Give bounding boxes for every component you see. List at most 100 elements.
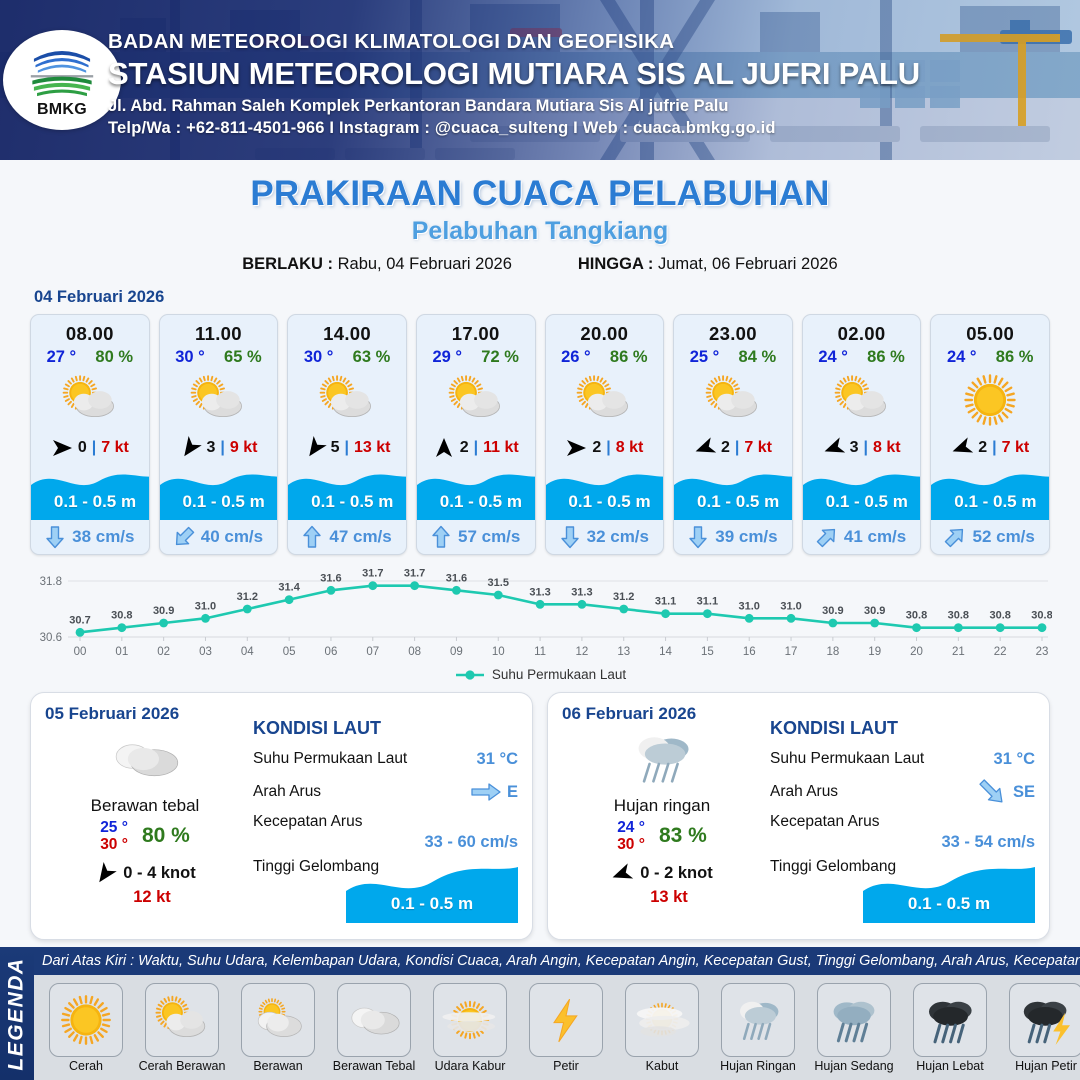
card-weather-icon xyxy=(288,369,406,431)
svg-text:31.2: 31.2 xyxy=(237,591,258,603)
station-address: Jl. Abd. Rahman Saleh Komplek Perkantora… xyxy=(108,97,729,115)
card-weather-icon xyxy=(674,369,792,431)
valid-from-value: Rabu, 04 Februari 2026 xyxy=(337,255,512,273)
svg-text:31.3: 31.3 xyxy=(571,586,592,598)
wind-direction-arrow-icon xyxy=(435,438,452,457)
legend-items-row: Cerah Cerah Berawan Berawan Berawan Teba… xyxy=(34,975,1080,1080)
legend-section: LEGENDA Dari Atas Kiri : Waktu, Suhu Uda… xyxy=(0,947,1080,1080)
card-wave-height: 0.1 - 0.5 m xyxy=(53,492,137,511)
card-wave-area: 0.1 - 0.5 m xyxy=(931,465,1050,520)
card-temp-hum-row: 30 ° 65 % xyxy=(160,345,278,367)
valid-from: BERLAKU : Rabu, 04 Februari 2026 xyxy=(242,255,512,274)
wave-graphic xyxy=(802,474,921,520)
thunderstorm-icon xyxy=(1023,1001,1070,1046)
current-direction-arrow-icon xyxy=(432,525,450,548)
current-direction-label: Arah Arus xyxy=(770,783,839,800)
svg-text:05: 05 xyxy=(283,646,296,658)
legend-item-label: Cerah Berawan xyxy=(138,1059,226,1074)
panel-temp-max: 30 ° xyxy=(100,836,128,854)
card-divider: | xyxy=(863,439,868,456)
card-current-speed: 38 cm/s xyxy=(72,527,135,546)
card-weather-icon xyxy=(546,369,664,431)
current-direction-arrow-icon xyxy=(689,526,707,549)
card-gust-speed: 8 kt xyxy=(872,439,901,456)
legend-item: Petir xyxy=(522,983,610,1074)
wind-direction-arrow-icon xyxy=(99,861,117,882)
card-wave-area: 0.1 - 0.5 m xyxy=(802,465,921,520)
svg-text:09: 09 xyxy=(450,646,463,658)
panel-weather-icon xyxy=(45,728,245,790)
light-rain-icon xyxy=(740,1001,779,1041)
panel-date: 06 Februari 2026 xyxy=(562,704,697,723)
card-humidity: 84 % xyxy=(738,348,777,366)
svg-text:31.1: 31.1 xyxy=(697,596,718,608)
sst-label: Suhu Permukaan Laut xyxy=(253,750,408,767)
panel-gust: 12 kt xyxy=(133,887,171,906)
legend-item: Kabut xyxy=(618,983,706,1074)
card-temperature: 29 ° xyxy=(432,348,463,366)
svg-text:31.1: 31.1 xyxy=(655,596,676,608)
card-wave-height: 0.1 - 0.5 m xyxy=(568,492,651,511)
current-direction-value: E xyxy=(471,782,518,802)
legend-item-label: Hujan Sedang xyxy=(814,1059,894,1074)
svg-text:31.0: 31.0 xyxy=(780,600,801,612)
forecast-card[interactable]: 17.00 29 ° 72 % 2 | 11 kt 0.1 - 0.5 m 57… xyxy=(415,314,536,555)
page-subtitle: Pelabuhan Tangkiang xyxy=(411,217,669,245)
card-wave-area: 0.1 - 0.5 m xyxy=(31,465,149,520)
page-title: PRAKIRAAN CUACA PELABUHAN xyxy=(250,174,830,213)
card-gust-speed: 7 kt xyxy=(101,439,129,456)
forecast-card[interactable]: 02.00 24 ° 86 % 3 | 8 kt 0.1 - 0.5 m 41 … xyxy=(801,314,922,555)
svg-text:31.6: 31.6 xyxy=(446,572,467,584)
card-wind-direction-value: 5 xyxy=(330,439,340,456)
svg-text:30.9: 30.9 xyxy=(864,605,885,617)
forecast-card[interactable]: 20.00 26 ° 86 % 2 | 8 kt 0.1 - 0.5 m 32 … xyxy=(544,314,665,555)
panel-temp-max: 30 ° xyxy=(617,836,645,854)
light-rain-icon xyxy=(638,737,689,783)
card-current-row: 57 cm/s xyxy=(417,520,535,554)
panel-temp-hum: 24 ° 30 ° 83 % xyxy=(562,819,762,854)
card-wave-area: 0.1 - 0.5 m xyxy=(545,465,664,520)
wave-graphic xyxy=(416,474,535,520)
card-current-speed: 52 cm/s xyxy=(972,527,1035,546)
panel-gust: 13 kt xyxy=(650,887,688,906)
forecast-card[interactable]: 08.00 27 ° 80 % 0 | 7 kt 0.1 - 0.5 m 38 … xyxy=(30,314,150,555)
legend-item-label: Udara Kabur xyxy=(434,1059,506,1074)
forecast-card[interactable]: 05.00 24 ° 86 % 2 | 7 kt 0.1 - 0.5 m 52 … xyxy=(930,314,1050,555)
forecast-card[interactable]: 11.00 30 ° 65 % 3 | 9 kt 0.1 - 0.5 m 40 … xyxy=(158,314,279,555)
card-wind-direction-value: 2 xyxy=(459,439,469,456)
legend-icon-box xyxy=(145,983,219,1058)
forecast-card[interactable]: 23.00 25 ° 84 % 2 | 7 kt 0.1 - 0.5 m 39 … xyxy=(673,314,793,555)
daily-forecast-panel: 06 Februari 2026 Hujan ringan 24 ° 30 ° … xyxy=(547,692,1050,940)
legend-side-label: LEGENDA xyxy=(5,956,28,1071)
sst-row: Suhu Permukaan Laut 31 °C xyxy=(770,746,1035,772)
legend-icon-box xyxy=(337,983,411,1058)
card-divider: | xyxy=(473,439,479,456)
card-divider: | xyxy=(91,439,97,456)
card-current-row: 38 cm/s xyxy=(31,520,149,554)
card-wave-area: 0.1 - 0.5 m xyxy=(674,465,792,520)
svg-text:22: 22 xyxy=(994,646,1007,658)
cloudy-icon xyxy=(257,998,302,1038)
page-title-block: PRAKIRAAN CUACA PELABUHAN Pelabuhan Tang… xyxy=(0,174,1080,274)
svg-text:21: 21 xyxy=(952,646,965,658)
chart-legend: Suhu Permukaan Laut xyxy=(0,667,1080,682)
svg-text:03: 03 xyxy=(199,646,212,658)
card-wind-direction-value: 2 xyxy=(978,439,988,456)
card-humidity: 86 % xyxy=(995,348,1034,366)
partly-cloudy-icon xyxy=(448,375,500,418)
svg-text:30.8: 30.8 xyxy=(1031,610,1052,622)
wind-direction-arrow-icon xyxy=(824,437,845,453)
svg-text:01: 01 xyxy=(115,646,128,658)
forecast-card[interactable]: 14.00 30 ° 63 % 5 | 13 kt 0.1 - 0.5 m 47… xyxy=(287,314,407,555)
panel-wave-graphic xyxy=(346,867,518,923)
partly-cloudy-icon xyxy=(191,375,243,418)
wind-direction-arrow-icon xyxy=(612,863,634,879)
card-wave-height: 0.1 - 0.5 m xyxy=(954,492,1037,511)
svg-text:31.0: 31.0 xyxy=(739,600,760,612)
overcast-icon xyxy=(351,1007,400,1035)
wave-graphic xyxy=(545,474,664,520)
legend-item-label: Hujan Ringan xyxy=(720,1059,796,1074)
svg-text:31.8: 31.8 xyxy=(40,576,62,588)
wind-direction-arrow-icon xyxy=(52,440,72,456)
card-humidity: 72 % xyxy=(481,348,519,366)
